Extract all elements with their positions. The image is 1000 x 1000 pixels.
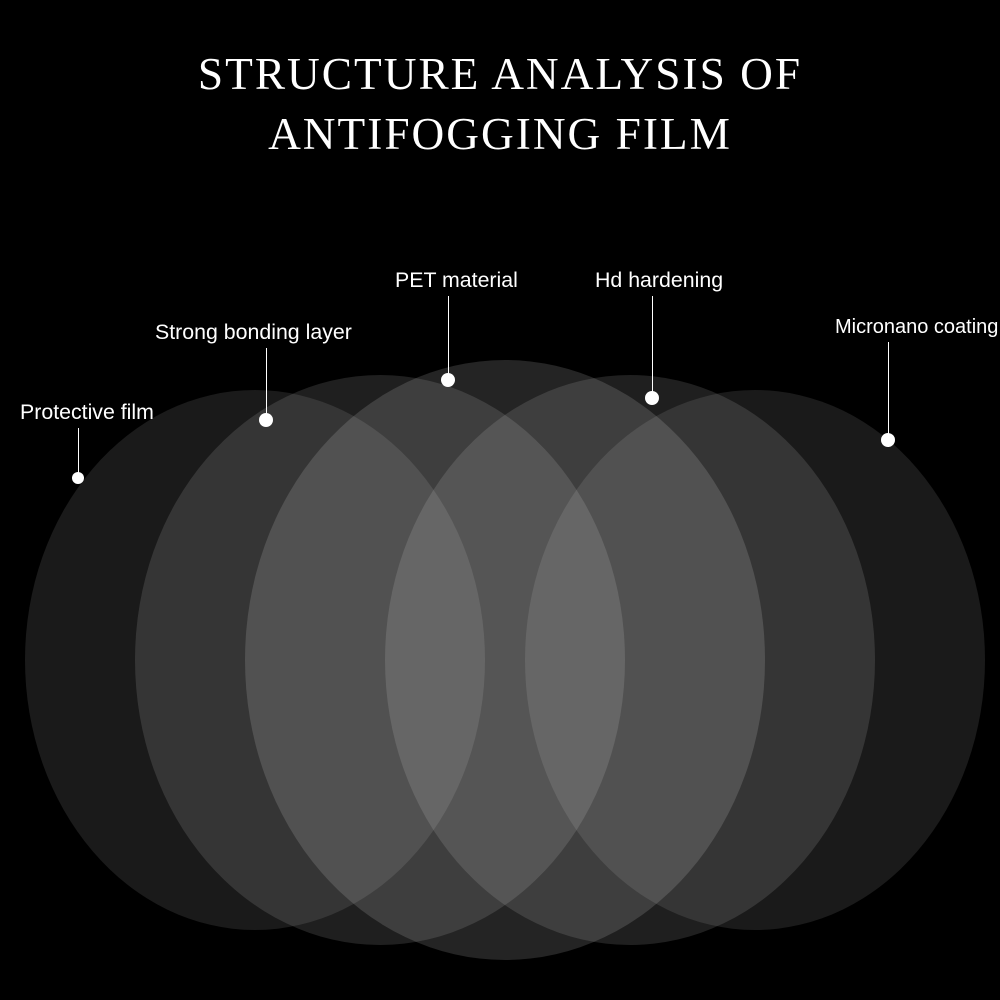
leader-micronano-coating: [888, 342, 889, 440]
title-line-1: STRUCTURE ANALYSIS OF: [0, 48, 1000, 100]
diagram-canvas: STRUCTURE ANALYSIS OF ANTIFOGGING FILM P…: [0, 0, 1000, 1000]
label-protective-film: Protective film: [20, 400, 154, 425]
label-strong-bonding-layer: Strong bonding layer: [155, 320, 352, 345]
ellipse-micronano-coating: [525, 390, 985, 930]
leader-protective-film: [78, 428, 79, 478]
leader-hd-hardening: [652, 296, 653, 398]
dot-protective-film: [72, 472, 84, 484]
dot-strong-bonding-layer: [259, 413, 273, 427]
dot-hd-hardening: [645, 391, 659, 405]
dot-pet-material: [441, 373, 455, 387]
leader-pet-material: [448, 296, 449, 380]
label-hd-hardening: Hd hardening: [595, 268, 723, 293]
label-micronano-coating: Micronano coating: [835, 316, 998, 339]
title-line-2: ANTIFOGGING FILM: [0, 108, 1000, 160]
dot-micronano-coating: [881, 433, 895, 447]
leader-strong-bonding-layer: [266, 348, 267, 420]
label-pet-material: PET material: [395, 268, 518, 293]
